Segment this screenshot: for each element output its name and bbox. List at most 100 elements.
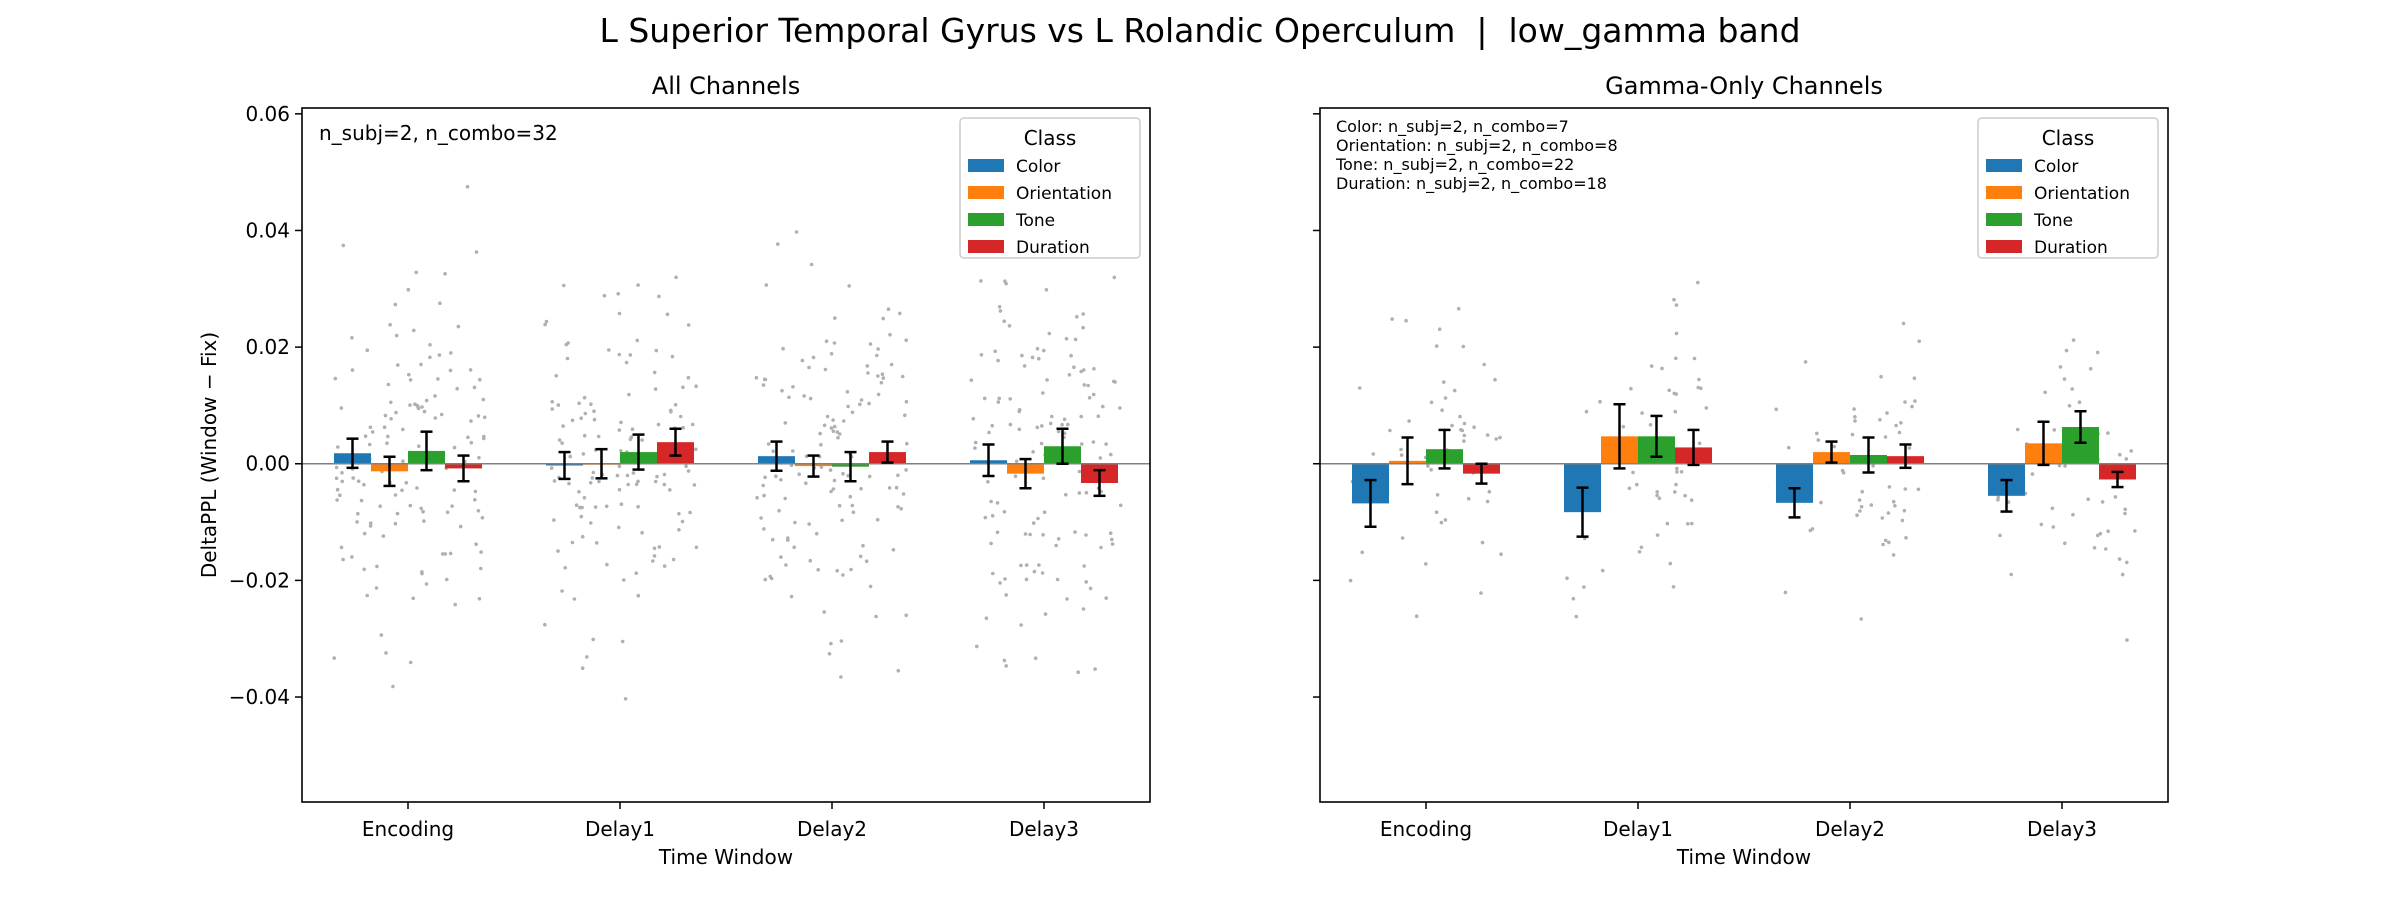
combo-point [990, 514, 995, 518]
combo-point [640, 438, 644, 442]
combo-point [755, 495, 759, 500]
combo-point [837, 432, 842, 436]
combo-point [415, 486, 419, 490]
combo-point [777, 508, 781, 513]
combo-point [628, 353, 633, 357]
combo-point [570, 540, 575, 545]
combo-point [1910, 404, 1914, 409]
combo-point [596, 434, 601, 439]
combo-point [763, 475, 767, 480]
combo-point [1458, 414, 1462, 419]
combo-point [983, 515, 988, 520]
error-bar [383, 455, 396, 488]
combo-point [680, 519, 685, 524]
combo-point [1462, 439, 1466, 443]
combo-point [832, 478, 837, 483]
combo-point [671, 557, 676, 562]
combo-point [445, 510, 450, 515]
combo-point [428, 343, 432, 347]
combo-point [1637, 550, 1642, 554]
combo-point [556, 403, 561, 407]
combo-point [881, 376, 886, 380]
panel-gamma-only-channels: Encoding Delay1 Delay2 Delay3 Gamma-Only Cha… [1313, 72, 2169, 869]
combo-point [557, 438, 562, 442]
combo-point [1036, 516, 1040, 521]
combo-point [568, 454, 573, 459]
combo-point [476, 414, 481, 418]
combo-point [1893, 504, 1897, 508]
combo-point [401, 427, 405, 432]
combo-point [1081, 607, 1086, 611]
combo-point [823, 367, 828, 372]
combo-point [656, 422, 661, 427]
combo-point [1028, 532, 1032, 537]
combo-point [2104, 547, 2108, 551]
combo-point [593, 505, 598, 509]
combo-point [350, 336, 354, 340]
combo-point [419, 362, 423, 367]
combo-point [1002, 658, 1007, 663]
combo-point [636, 283, 640, 287]
combo-point [1414, 614, 1419, 618]
combo-point [620, 639, 625, 644]
combo-point [1674, 331, 1679, 336]
combo-point [1850, 432, 1855, 437]
combo-point [1894, 423, 1898, 428]
combo-point [2125, 560, 2129, 565]
combo-point [1565, 576, 1569, 580]
combo-point [2051, 525, 2056, 529]
combo-point [448, 551, 453, 556]
combo-point [867, 474, 872, 479]
combo-point [874, 614, 878, 619]
combo-point [1024, 563, 1029, 567]
combo-point [1040, 424, 1044, 428]
combo-point [1077, 469, 1082, 474]
combo-point [982, 396, 987, 401]
combo-point [428, 355, 432, 360]
combo-point [562, 283, 566, 288]
combo-point [443, 552, 448, 556]
combo-point [391, 684, 395, 689]
combo-point [847, 284, 851, 288]
combo-point [580, 505, 584, 510]
combo-point [1073, 530, 1077, 534]
combo-point [808, 558, 813, 563]
combo-point [677, 511, 681, 516]
combo-point [472, 385, 477, 390]
combo-point [1696, 385, 1700, 390]
combo-point [1035, 346, 1040, 351]
legend-swatch-orientation [1986, 186, 2022, 199]
combo-point [1003, 577, 1007, 581]
combo-point [583, 411, 588, 416]
combo-point [829, 641, 833, 646]
combo-point [880, 372, 885, 377]
combo-point [822, 610, 826, 614]
y-axis-label: DeltaPPL (Window − Fix) [197, 332, 221, 578]
legend: Class Color Orientation Tone Duration [959, 117, 1141, 259]
legend-entry: Tone [1015, 211, 1055, 231]
combo-point [1696, 280, 1700, 285]
combo-point [412, 328, 416, 333]
combo-point [1004, 664, 1008, 668]
combo-point [1904, 536, 1908, 540]
combo-point [336, 445, 340, 449]
combo-point [2095, 533, 2100, 538]
combo-point [2106, 431, 2110, 435]
figure-title: L Superior Temporal Gyrus vs L Rolandic … [599, 11, 1800, 50]
error-bar [807, 454, 820, 478]
error-bar [881, 440, 894, 464]
combo-point [2039, 522, 2044, 527]
panel-title: Gamma-Only Channels [1605, 72, 1883, 100]
combo-point [1803, 360, 1808, 364]
error-bar [1401, 436, 1414, 486]
combo-point [653, 479, 658, 484]
combo-point [544, 319, 549, 324]
x-axis-label: Time Window [1676, 845, 1811, 869]
combo-point [1082, 368, 1086, 372]
combo-point [904, 338, 908, 343]
combo-point [1639, 545, 1644, 550]
combo-point [636, 593, 641, 598]
legend-swatch-tone [1986, 213, 2022, 226]
combo-point [1674, 303, 1679, 307]
combo-point [1883, 538, 1888, 543]
